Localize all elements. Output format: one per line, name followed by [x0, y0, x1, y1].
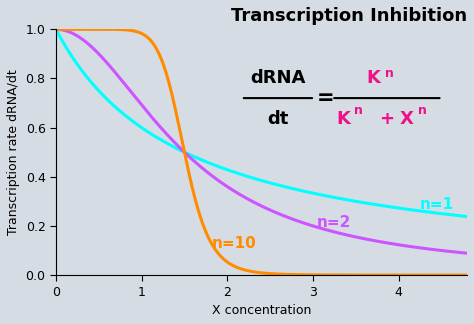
Text: K: K — [367, 69, 381, 87]
Text: n: n — [385, 67, 394, 80]
X-axis label: X concentration: X concentration — [212, 304, 311, 317]
Text: n=1: n=1 — [420, 197, 454, 212]
Text: n: n — [354, 104, 363, 117]
Text: =: = — [317, 88, 334, 108]
Text: n=10: n=10 — [212, 236, 256, 251]
Text: Transcription Inhibition: Transcription Inhibition — [231, 7, 467, 25]
Text: dt: dt — [267, 110, 289, 128]
Text: n: n — [418, 104, 427, 117]
Text: n=2: n=2 — [317, 215, 352, 230]
Text: dRNA: dRNA — [250, 69, 306, 87]
Text: X: X — [400, 110, 414, 128]
Y-axis label: Transcription rate dRNA/dt: Transcription rate dRNA/dt — [7, 69, 20, 235]
Text: +: + — [379, 110, 394, 128]
Text: K: K — [336, 110, 350, 128]
